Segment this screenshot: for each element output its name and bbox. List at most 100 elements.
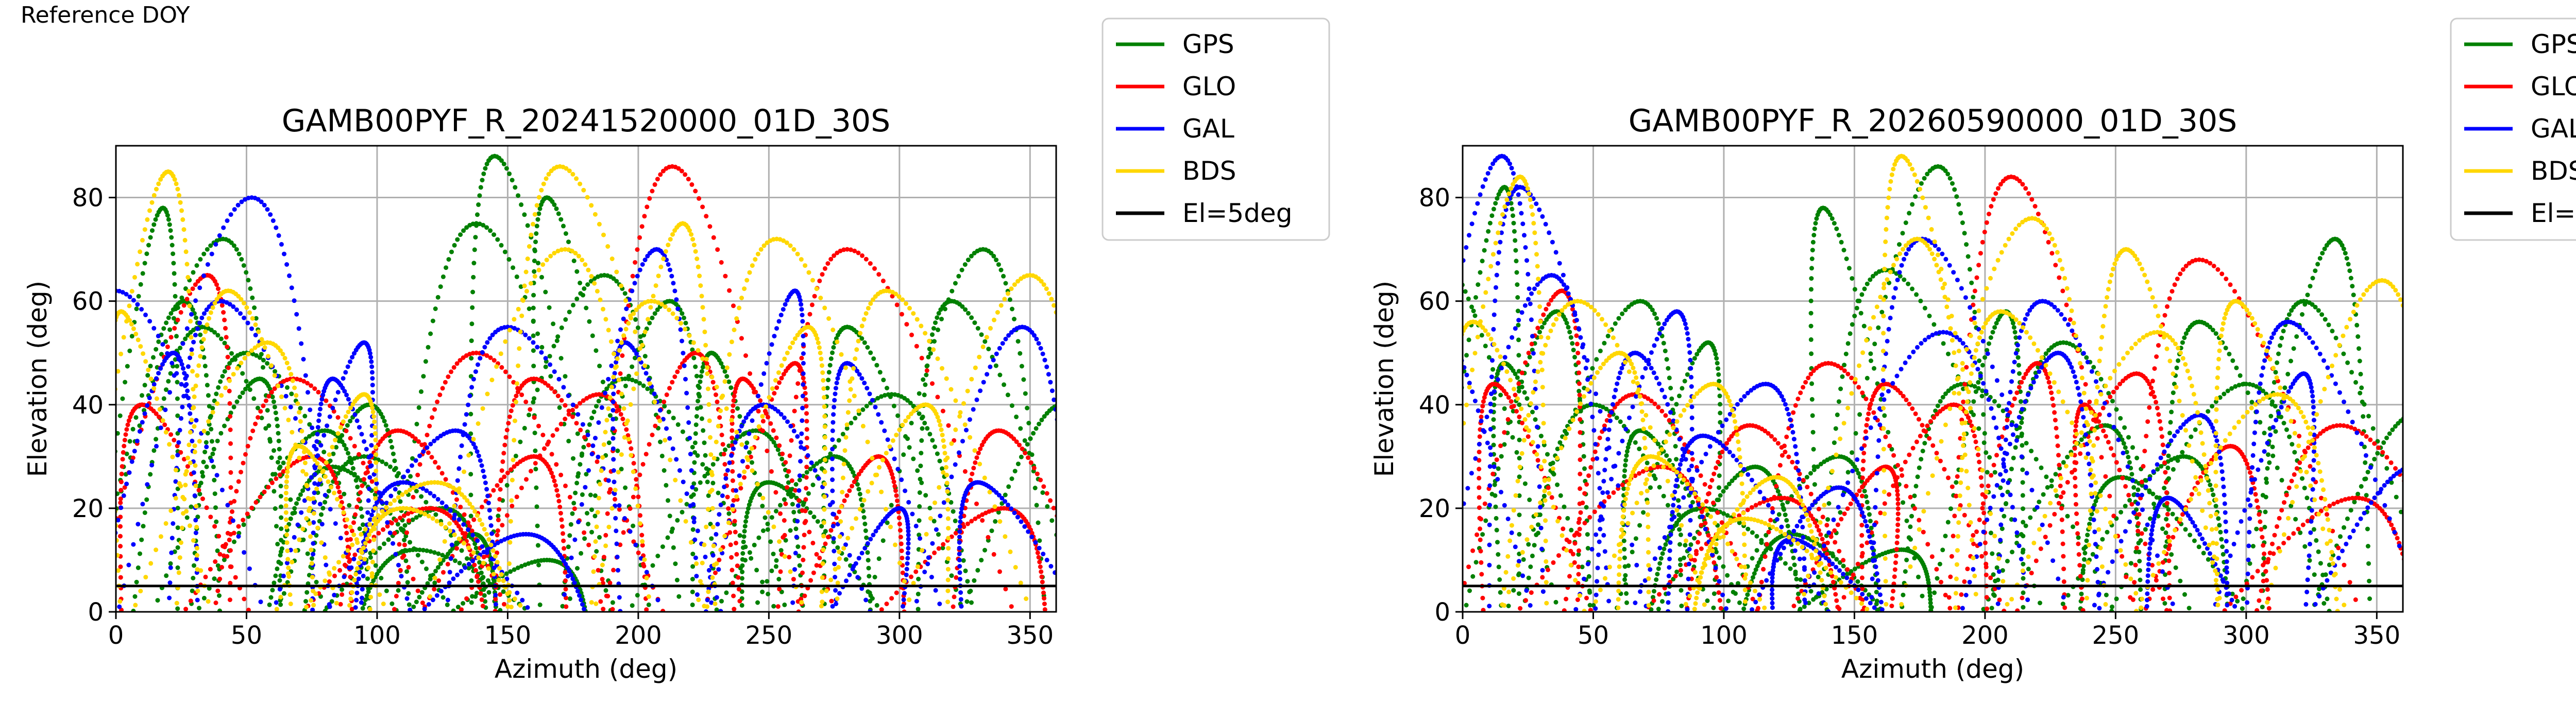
track-point-bds xyxy=(837,556,842,561)
track-point-gps xyxy=(737,533,742,538)
track-point-bds xyxy=(300,439,306,444)
track-point-gps xyxy=(416,405,421,410)
track-point-gps xyxy=(298,406,303,411)
track-point-glo xyxy=(603,533,608,538)
track-point-gal xyxy=(899,477,904,482)
track-point-gps xyxy=(214,519,219,524)
track-point-glo xyxy=(737,598,742,604)
track-point-gps xyxy=(757,492,762,497)
track-point-gps xyxy=(931,519,937,524)
track-point-bds xyxy=(195,588,200,593)
track-point-glo xyxy=(676,166,681,171)
track-point-glo xyxy=(500,523,505,528)
track-point-gps xyxy=(469,578,474,583)
track-point-gal xyxy=(741,419,747,424)
track-point-bds xyxy=(589,600,594,605)
track-point-gal xyxy=(868,537,873,542)
track-point-gal xyxy=(792,567,797,572)
track-point-glo xyxy=(823,541,828,546)
track-point-gps xyxy=(382,541,386,546)
track-point-gps xyxy=(215,438,220,443)
track-point-gps xyxy=(889,503,894,508)
track-point-bds xyxy=(629,453,634,458)
track-point-gps xyxy=(769,568,774,573)
track-point-glo xyxy=(558,511,563,516)
track-point-bds xyxy=(705,386,710,391)
track-point-gps xyxy=(265,361,270,366)
track-point-gal xyxy=(387,530,393,536)
track-point-gal xyxy=(830,437,835,442)
track-point-glo xyxy=(1048,498,1053,503)
track-point-bds xyxy=(704,524,709,529)
track-point-gal xyxy=(795,434,800,439)
track-point-bds xyxy=(348,405,353,410)
track-point-glo xyxy=(363,471,368,476)
track-point-gal xyxy=(116,518,121,523)
track-point-bds xyxy=(476,555,481,560)
track-point-gps xyxy=(471,261,477,266)
track-point-bds xyxy=(179,525,184,530)
track-point-gal xyxy=(319,397,325,402)
track-point-gal xyxy=(239,199,244,204)
track-point-bds xyxy=(628,402,633,407)
track-point-bds xyxy=(747,270,752,275)
track-point-gps xyxy=(277,578,282,583)
track-point-gps xyxy=(795,544,801,549)
track-point-bds xyxy=(471,437,476,442)
track-point-gps xyxy=(1097,538,1101,543)
track-point-glo xyxy=(726,506,731,511)
track-point-gal xyxy=(570,402,575,407)
track-point-bds xyxy=(335,431,341,436)
track-point-gps xyxy=(92,593,96,598)
track-point-glo xyxy=(1009,604,1014,609)
track-point-gal xyxy=(565,565,570,570)
track-point-gps xyxy=(982,339,988,344)
track-point-gps xyxy=(923,493,928,498)
track-point-glo xyxy=(228,485,233,490)
track-point-bds xyxy=(358,555,363,560)
track-point-gps xyxy=(414,547,419,552)
track-point-gal xyxy=(317,502,323,507)
track-point-bds xyxy=(591,569,596,574)
track-point-gal xyxy=(478,356,483,361)
track-point-bds xyxy=(750,263,755,268)
track-point-gps xyxy=(451,608,456,612)
track-point-glo xyxy=(357,452,362,457)
track-point-glo xyxy=(495,528,500,533)
track-point-gps xyxy=(205,431,210,436)
track-point-bds xyxy=(822,305,827,311)
track-point-glo xyxy=(118,496,123,501)
track-point-glo xyxy=(563,587,568,592)
track-point-gps xyxy=(917,411,922,416)
track-point-bds xyxy=(284,361,290,366)
track-point-glo xyxy=(930,381,935,386)
track-point-glo xyxy=(397,542,402,547)
track-point-glo xyxy=(890,294,895,299)
track-point-gal xyxy=(727,460,732,465)
track-point-glo xyxy=(719,260,724,265)
track-point-gps xyxy=(229,351,234,356)
track-point-bds xyxy=(276,383,281,388)
track-point-glo xyxy=(717,557,722,562)
track-point-gal xyxy=(957,552,962,557)
track-point-bds xyxy=(821,534,826,539)
track-point-gal xyxy=(489,556,495,561)
track-point-glo xyxy=(653,423,658,428)
track-point-gps xyxy=(924,372,929,378)
track-point-glo xyxy=(814,552,819,557)
track-point-gps xyxy=(473,545,479,551)
track-point-bds xyxy=(284,485,289,490)
track-point-glo xyxy=(645,204,650,210)
track-point-gps xyxy=(703,453,708,458)
track-point-glo xyxy=(228,414,233,419)
track-point-gal xyxy=(801,334,806,339)
track-point-gal xyxy=(958,590,963,595)
track-point-gal xyxy=(960,502,965,507)
track-point-glo xyxy=(242,596,247,602)
track-point-gal xyxy=(926,555,931,560)
track-point-bds xyxy=(729,339,734,345)
track-point-gal xyxy=(913,523,919,528)
track-point-bds xyxy=(304,516,309,521)
track-point-glo xyxy=(101,564,106,569)
track-point-bds xyxy=(85,567,90,572)
